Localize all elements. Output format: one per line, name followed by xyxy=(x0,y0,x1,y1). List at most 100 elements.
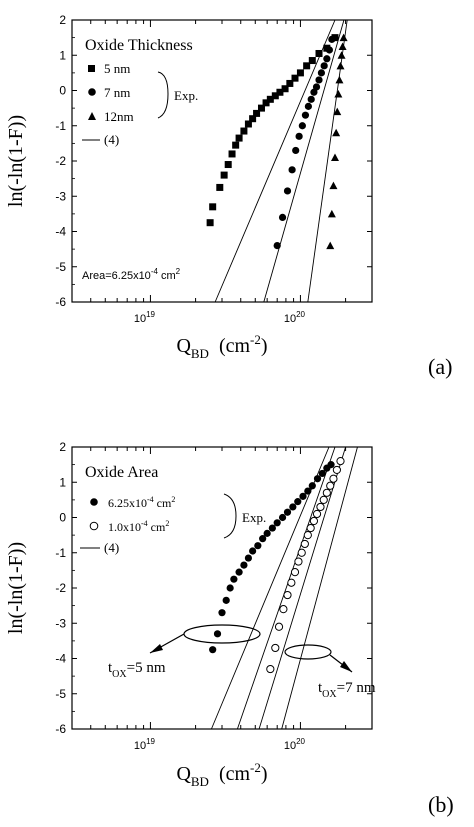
data-point-open-circle xyxy=(290,568,300,577)
legend-label-exp: -4 xyxy=(147,495,154,504)
y-tick-label: 0 xyxy=(59,84,66,98)
y-tick-label: -6 xyxy=(55,295,66,309)
data-point-square xyxy=(308,57,316,65)
data-point-open-circle xyxy=(326,481,335,490)
data-point-circle xyxy=(298,122,306,130)
legend-title: Oxide Area xyxy=(85,464,158,481)
legend-label-text: 6.25x10 xyxy=(108,496,147,510)
legend-label: 12nm xyxy=(104,109,134,124)
y-tick-label: -1 xyxy=(55,546,66,560)
annotation-5nm: tOX=5 nm xyxy=(108,624,261,680)
data-point-triangle xyxy=(330,153,339,161)
data-point-square xyxy=(253,109,261,117)
x-tick-base: 10 xyxy=(284,740,296,752)
data-points xyxy=(206,33,348,250)
data-point-triangle xyxy=(327,209,336,218)
legend-label-exp: -4 xyxy=(141,519,148,528)
legend-label: 5 nm xyxy=(104,61,130,76)
data-point-triangle xyxy=(334,90,343,98)
data-point-circle xyxy=(323,55,331,63)
data-point-circle xyxy=(240,561,248,569)
data-point-square xyxy=(228,150,236,158)
legend-area-625: 6.25x10-4 cm2 xyxy=(90,495,175,510)
data-point-circle xyxy=(325,46,334,54)
y-tick-label: -6 xyxy=(55,722,66,736)
annotation-exp: -4 xyxy=(151,267,159,276)
data-point-circle xyxy=(288,166,296,174)
legend-label-exp2: 2 xyxy=(171,495,175,504)
data-point-open-circle xyxy=(319,495,328,504)
data-point-triangle xyxy=(339,33,348,42)
data-point-circle xyxy=(317,69,326,77)
legend-exp-label: Exp. xyxy=(242,510,266,525)
data-point-circle xyxy=(283,187,292,195)
x-tick-base: 10 xyxy=(284,313,296,325)
legend-marker-circle xyxy=(88,88,96,96)
legend-label-unit: cm xyxy=(148,520,166,534)
annotation-t: t xyxy=(108,660,113,676)
data-point-square xyxy=(257,104,265,112)
data-point-square xyxy=(244,120,252,128)
y-tick-label: -1 xyxy=(55,119,66,133)
data-point-circle xyxy=(244,554,253,562)
x-tick-exp: 19 xyxy=(146,737,155,746)
data-point-circle xyxy=(254,542,262,550)
data-point-circle xyxy=(213,630,222,638)
data-point-open-circle xyxy=(294,557,303,566)
annotation-t: t xyxy=(318,680,323,696)
data-point-circle xyxy=(283,508,292,516)
data-point-circle xyxy=(273,242,281,250)
data-point-circle xyxy=(268,524,276,532)
y-tick-label: 2 xyxy=(59,440,66,454)
data-point-circle xyxy=(289,503,297,511)
xlabel-exp: -2 xyxy=(250,760,261,775)
legend-label: 6.25x10-4 cm2 xyxy=(108,495,175,510)
data-point-circle xyxy=(278,213,287,221)
y-tick-label: -4 xyxy=(55,225,66,239)
data-point-open-circle xyxy=(287,578,296,587)
data-point-open-circle xyxy=(266,664,275,674)
data-point-open-circle xyxy=(297,548,306,557)
xlabel-unit: (cm xyxy=(219,763,251,785)
data-point-triangle xyxy=(337,51,346,59)
data-point-square xyxy=(266,95,274,103)
x-axis-label: QBD (cm-2) xyxy=(176,760,267,789)
data-point-square xyxy=(271,92,279,100)
x-tick-exp: 19 xyxy=(146,310,155,319)
data-point-square xyxy=(209,203,217,211)
y-tick-label: 2 xyxy=(59,13,66,27)
y-tick-label: -5 xyxy=(55,260,66,274)
y-tick-label: 1 xyxy=(59,475,66,489)
y-tick-label: -2 xyxy=(55,581,66,595)
x-tick-exp: 20 xyxy=(296,737,305,746)
data-point-circle xyxy=(301,111,310,119)
annotation-label: tOX=5 nm xyxy=(108,660,166,680)
data-point-circle xyxy=(226,584,234,592)
legend-label: 7 nm xyxy=(104,85,130,100)
data-point-triangle xyxy=(329,181,338,190)
fit-lines xyxy=(210,446,358,730)
data-point-circle xyxy=(307,95,315,103)
data-point-square xyxy=(286,79,294,87)
data-point-open-circle xyxy=(336,457,345,466)
y-axis-label: ln(-ln(1-F)) xyxy=(5,542,27,634)
data-point-open-circle xyxy=(332,465,341,475)
legend-label: (4) xyxy=(104,132,119,147)
panel-label-b: (b) xyxy=(428,792,454,817)
area-annotation: Area=6.25x10-4 cm2 xyxy=(82,267,181,282)
x-axis-label: QBD (cm-2) xyxy=(176,332,267,361)
data-point-square xyxy=(262,99,270,107)
data-point-triangle xyxy=(338,42,347,50)
legend-fit: (4) xyxy=(82,132,119,147)
data-point-square xyxy=(331,34,339,42)
data-point-open-circle xyxy=(306,523,315,533)
data-point-triangle xyxy=(326,241,335,250)
xlabel-sub: BD xyxy=(191,346,209,361)
y-tick-label: -3 xyxy=(55,616,66,630)
y-axis-label: ln(-ln(1-F)) xyxy=(5,115,27,207)
annotation-label: tOX=7 nm xyxy=(318,680,376,700)
data-point-circle xyxy=(278,513,287,522)
data-point-triangle xyxy=(332,128,341,137)
fit-line xyxy=(214,19,336,303)
annotation-exp2: 2 xyxy=(176,267,181,276)
